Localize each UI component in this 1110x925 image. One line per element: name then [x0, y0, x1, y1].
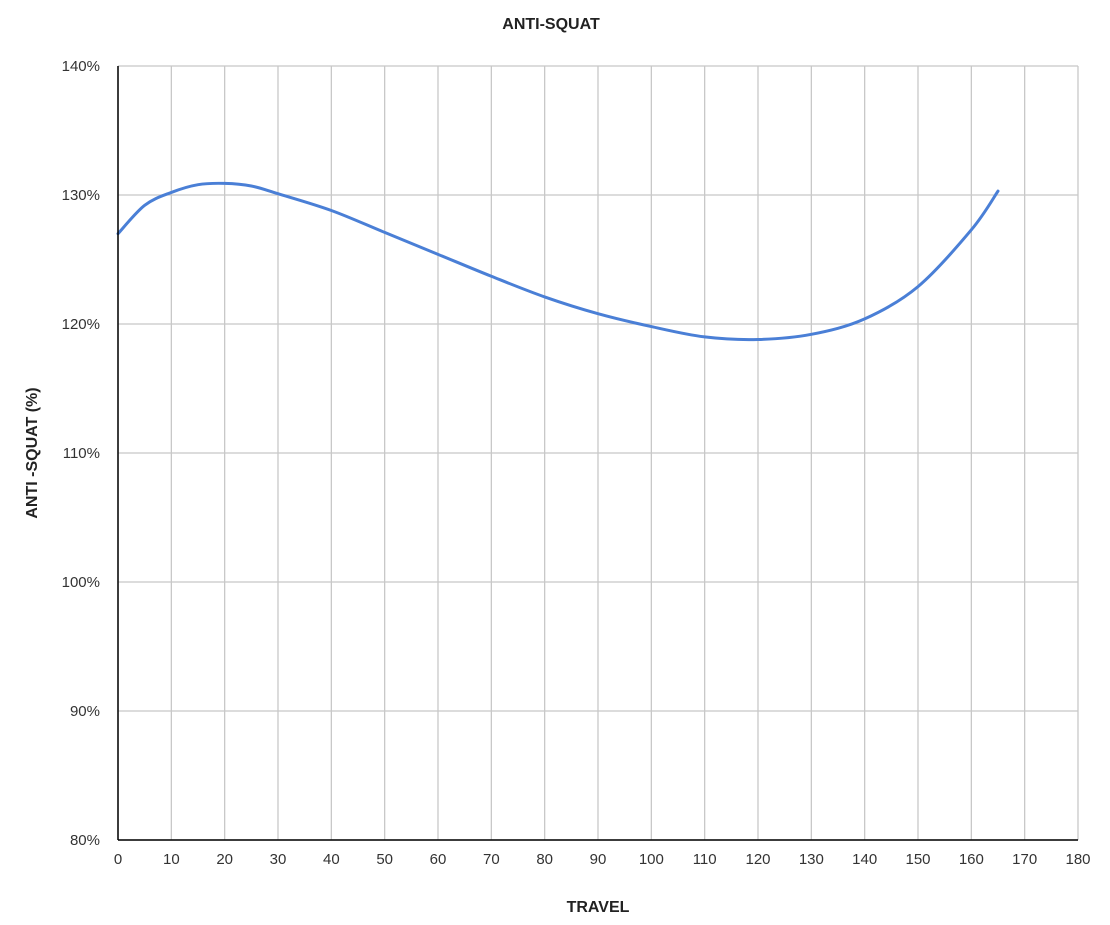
x-tick-label: 120 — [745, 851, 770, 868]
y-tick-label: 80% — [70, 832, 100, 849]
x-tick-label: 90 — [590, 851, 607, 868]
x-tick-label: 0 — [114, 851, 122, 868]
y-tick-label: 130% — [62, 187, 100, 204]
chart-title: ANTI-SQUAT — [502, 16, 600, 33]
y-tick-label: 100% — [62, 574, 100, 591]
y-tick-label: 110% — [63, 445, 100, 462]
x-tick-label: 70 — [483, 851, 500, 868]
x-tick-label: 40 — [323, 851, 340, 868]
series-line — [116, 181, 1000, 342]
x-tick-label: 130 — [799, 851, 824, 868]
x-tick-label: 160 — [959, 851, 984, 868]
y-axis-label: ANTI -SQUAT (%) — [24, 387, 41, 518]
x-tick-label: 30 — [270, 851, 287, 868]
x-tick-label: 50 — [376, 851, 393, 868]
y-tick-label: 120% — [62, 316, 100, 333]
x-tick-label: 100 — [639, 851, 664, 868]
x-tick-label: 150 — [905, 851, 930, 868]
x-tick-label: 10 — [163, 851, 180, 868]
x-tick-label: 20 — [216, 851, 233, 868]
x-tick-label: 80 — [536, 851, 553, 868]
tick-labels: 0 10 20 30 40 50 60 70 80 90 100 110 120 130 140 150 160… — [62, 58, 1091, 868]
y-tick-label: 90% — [70, 703, 100, 720]
grid — [117, 65, 1079, 841]
x-tick-label: 140 — [852, 851, 877, 868]
x-tick-label: 170 — [1012, 851, 1037, 868]
x-axis-label: TRAVEL — [567, 899, 630, 916]
x-tick-label: 110 — [693, 851, 717, 868]
x-tick-label: 180 — [1065, 851, 1090, 868]
y-tick-label: 140% — [62, 58, 100, 75]
x-tick-label: 60 — [430, 851, 447, 868]
